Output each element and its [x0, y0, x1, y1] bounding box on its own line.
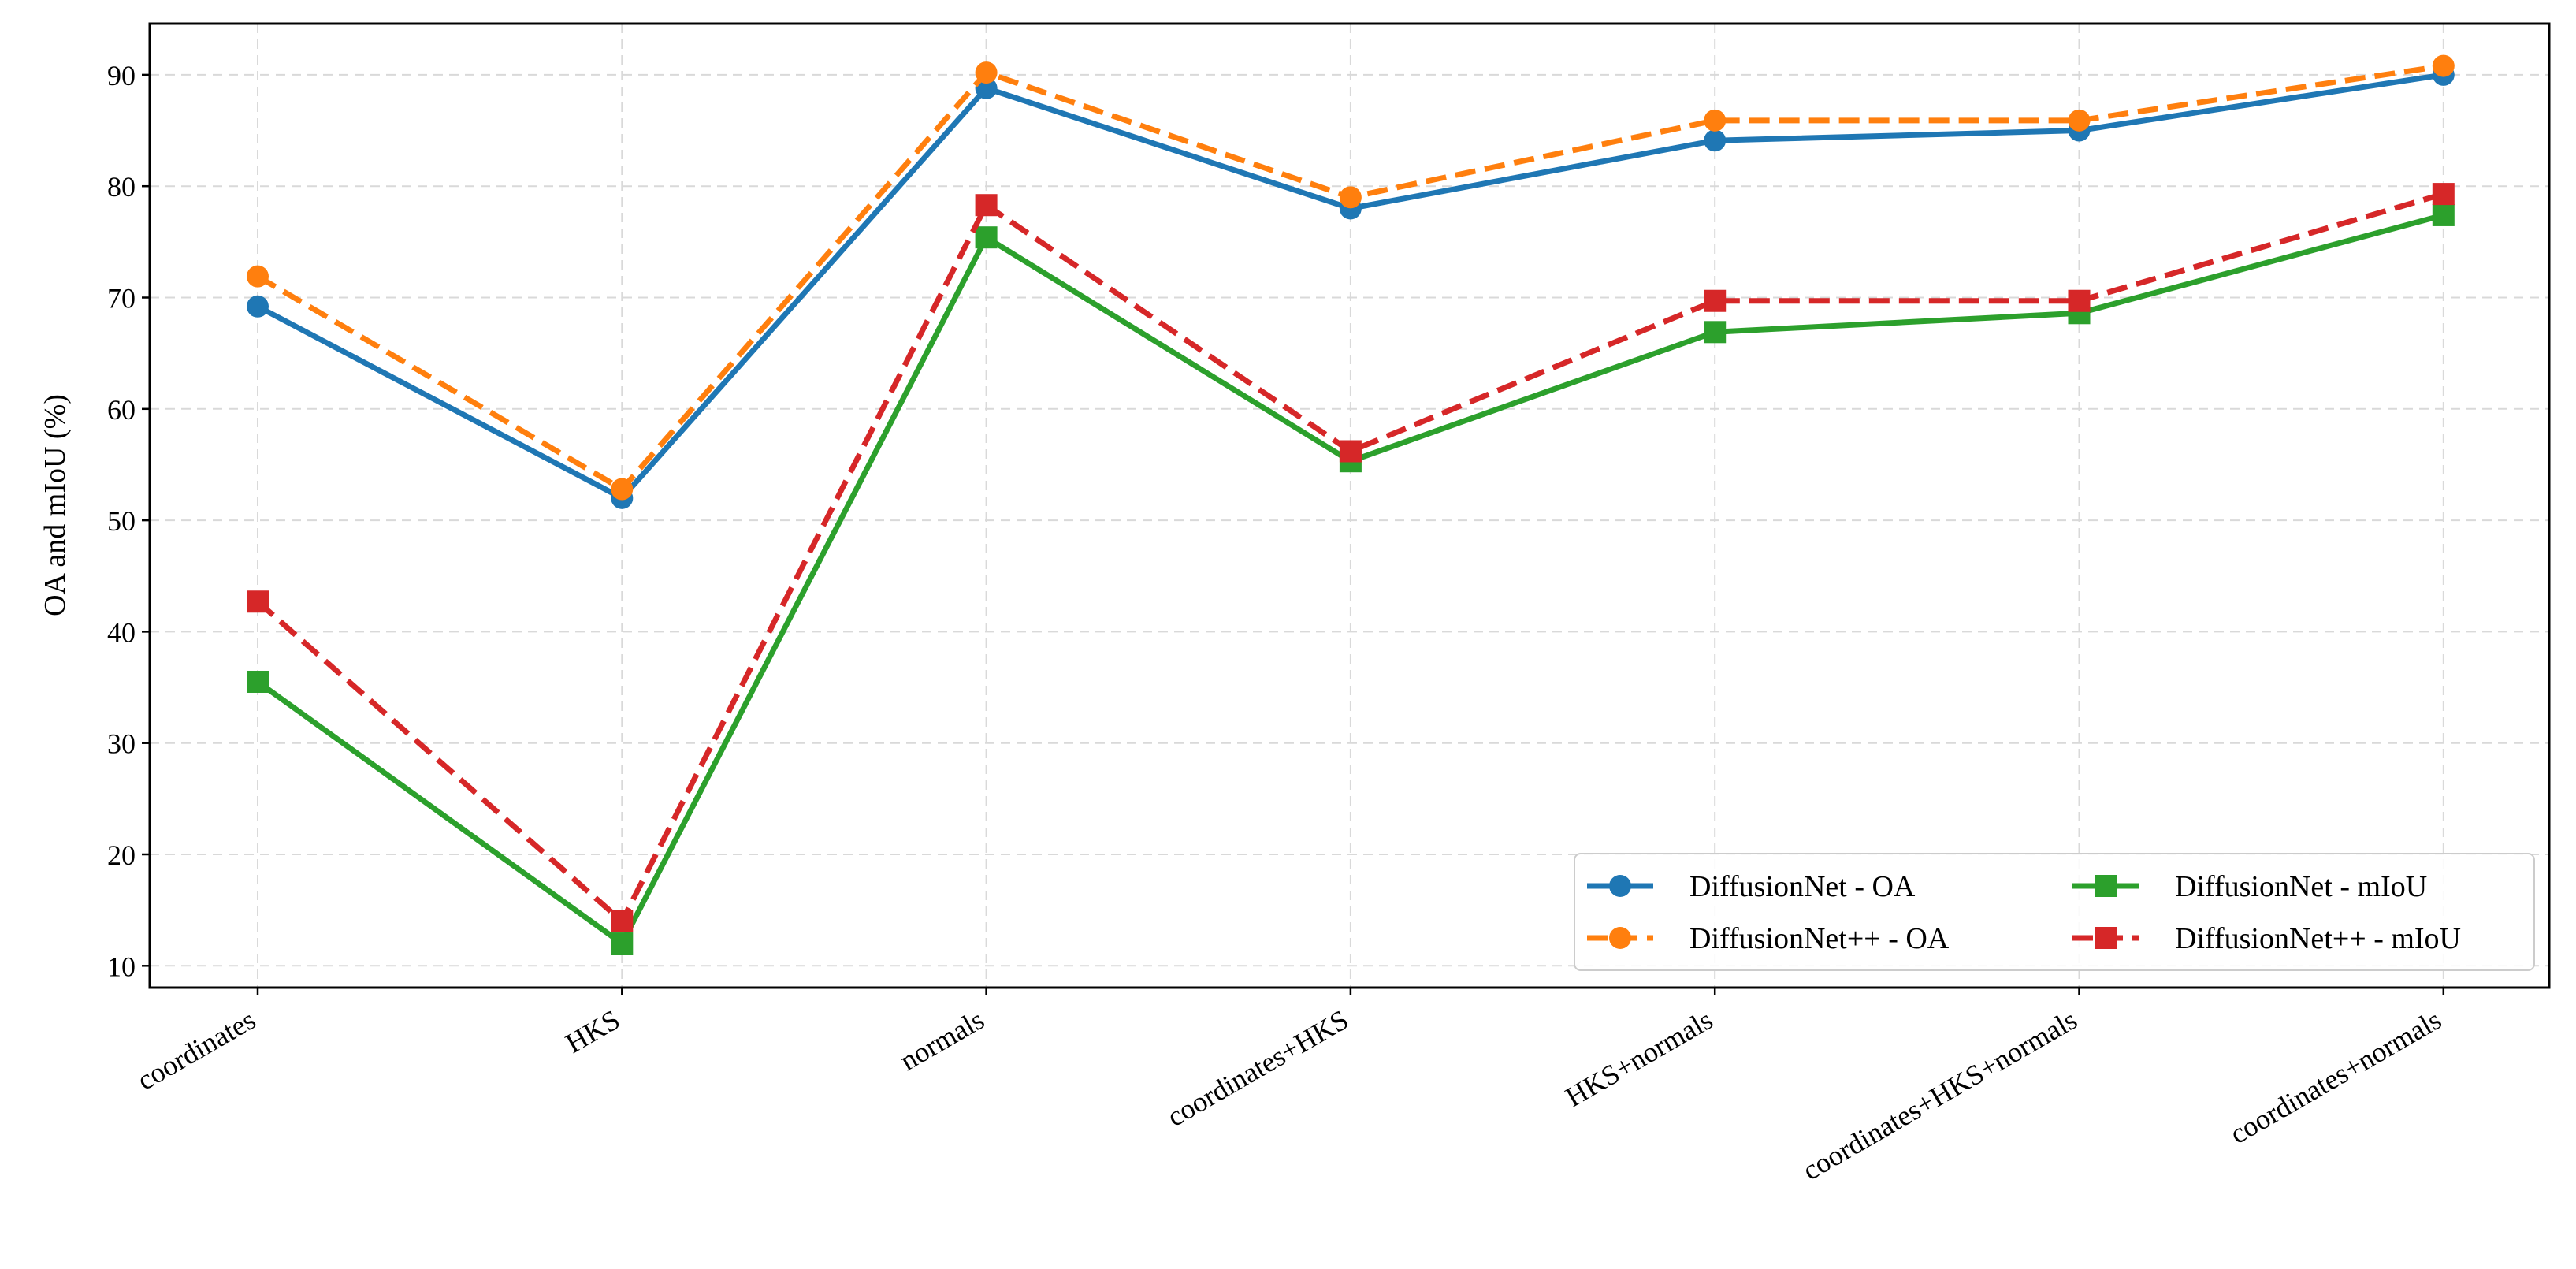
- data-point: [611, 910, 634, 932]
- data-point: [247, 265, 269, 288]
- y-tick-label: 60: [107, 394, 136, 426]
- data-point: [975, 194, 998, 217]
- x-tick-label: coordinates+HKS: [1162, 1003, 1354, 1133]
- data-point: [611, 932, 634, 955]
- data-point: [1339, 440, 1362, 463]
- x-tick-label: normals: [894, 1003, 989, 1077]
- y-axis: 10 20 30 40 50 60 70 80 90: [107, 60, 150, 982]
- grid-lines: [150, 24, 2549, 988]
- legend-label: DiffusionNet - OA: [1689, 870, 1916, 903]
- data-point: [2432, 203, 2455, 226]
- y-tick-label: 40: [107, 616, 136, 648]
- legend-marker: [1609, 927, 1631, 949]
- data-point: [1339, 186, 1362, 209]
- data-point: [2432, 183, 2455, 206]
- data-point: [2432, 54, 2455, 77]
- y-tick-label: 20: [107, 839, 136, 871]
- legend-marker: [1609, 875, 1631, 897]
- data-point: [1704, 109, 1727, 132]
- data-point: [2068, 109, 2091, 132]
- data-point: [975, 61, 998, 84]
- x-tick-label: coordinates+HKS+normals: [1797, 1003, 2083, 1186]
- legend-marker: [2095, 875, 2117, 897]
- series-diffusionnet-miou: [247, 183, 2455, 932]
- y-tick-label: 30: [107, 728, 136, 760]
- data-point: [611, 478, 634, 501]
- data-point: [1704, 129, 1727, 152]
- legend-label: DiffusionNet - mIoU: [2175, 870, 2427, 903]
- legend-frame: [1574, 853, 2535, 971]
- y-tick-label: 10: [107, 951, 136, 982]
- y-axis-label: OA and mIoU (%): [39, 394, 72, 616]
- series-group: [247, 54, 2455, 955]
- plot-frame: [148, 22, 2551, 989]
- x-tick-label: HKS: [560, 1003, 625, 1059]
- data-point: [247, 295, 269, 318]
- data-point: [975, 226, 998, 249]
- legend-label: DiffusionNet++ - mIoU: [2175, 922, 2461, 955]
- data-point: [1704, 321, 1727, 344]
- data-point: [247, 590, 269, 613]
- data-point: [2068, 289, 2091, 312]
- series-diffusionnet-oa: [247, 54, 2455, 501]
- data-point: [247, 670, 269, 693]
- y-tick-label: 50: [107, 505, 136, 537]
- legend-marker: [2095, 927, 2117, 949]
- x-tick-label: HKS+normals: [1560, 1003, 1718, 1113]
- legend: DiffusionNet - OA DiffusionNet++ - OA Diff…: [1574, 853, 2535, 971]
- x-axis: coordinates HKS normals coordinates+HKS HKS+…: [132, 988, 2447, 1186]
- x-tick-label: coordinates: [132, 1003, 261, 1096]
- y-tick-label: 70: [107, 283, 136, 314]
- x-tick-label: coordinates+normals: [2225, 1003, 2447, 1150]
- legend-label: DiffusionNet++ - OA: [1689, 922, 1950, 955]
- y-tick-label: 90: [107, 60, 136, 91]
- data-point: [1704, 289, 1727, 312]
- y-tick-label: 80: [107, 171, 136, 203]
